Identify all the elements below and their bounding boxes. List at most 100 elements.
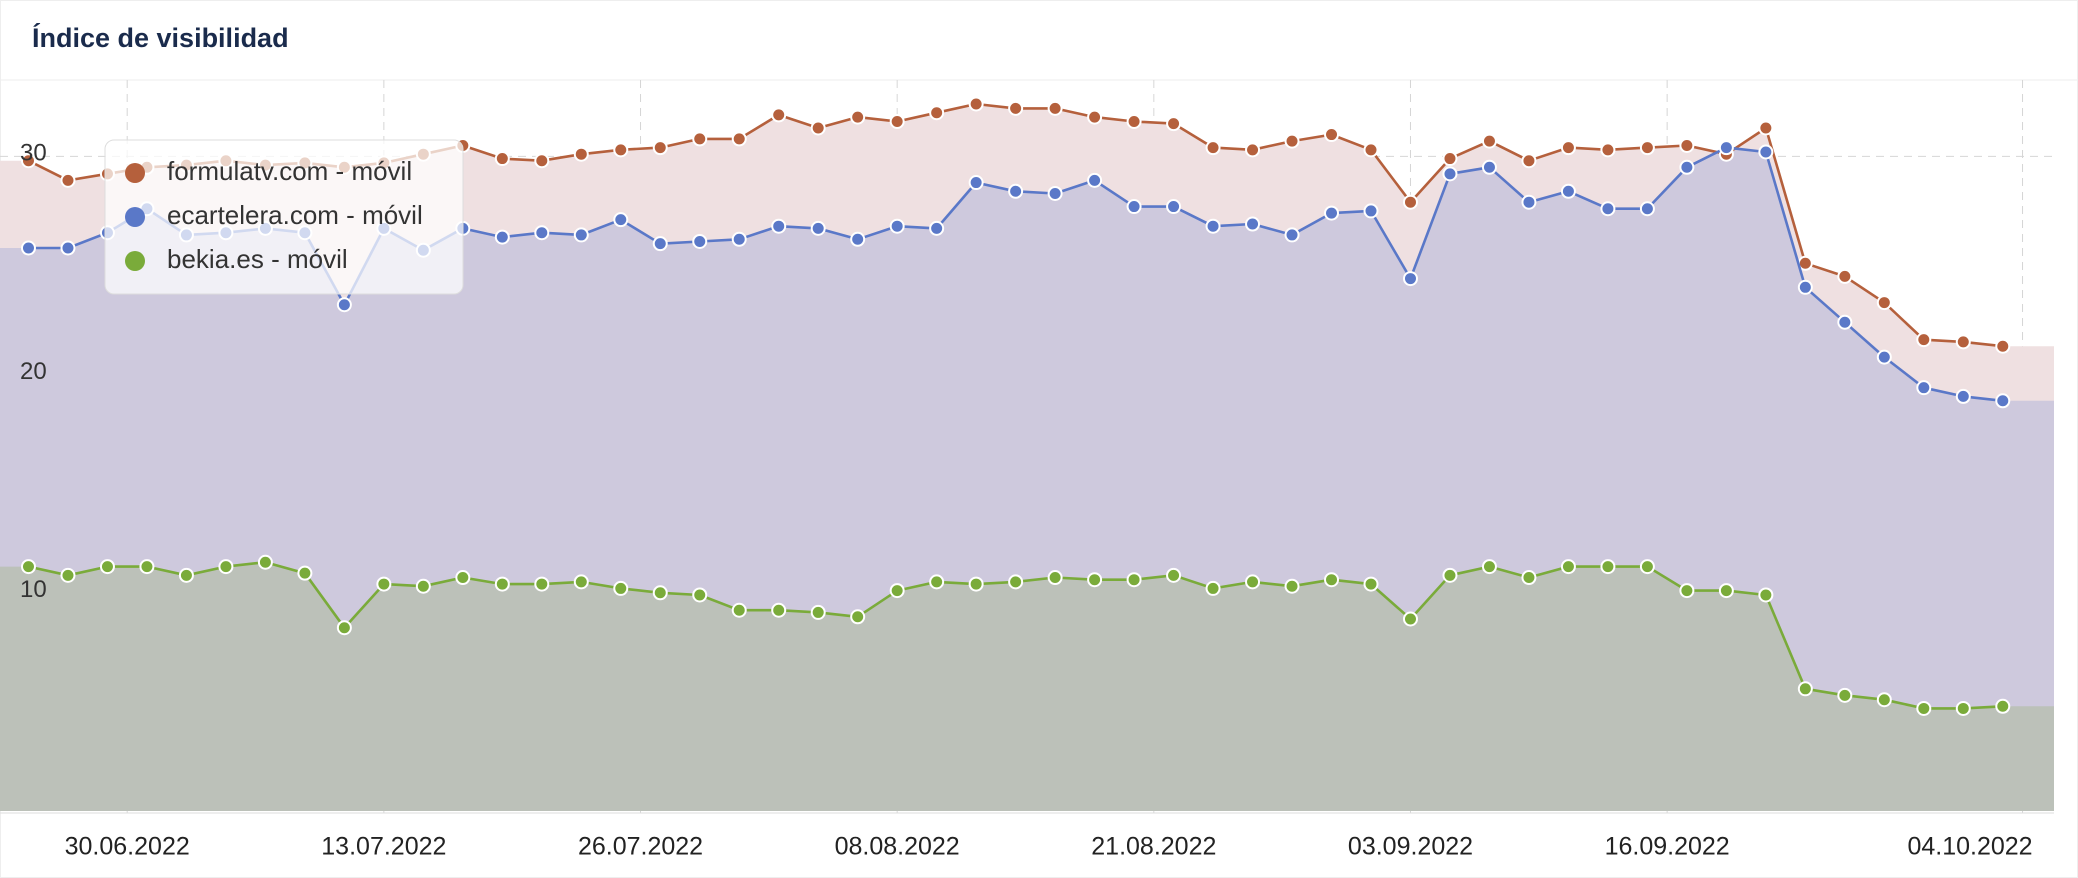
point [1205,580,1221,596]
point [1916,700,1932,716]
point [850,609,866,625]
point [1402,194,1418,210]
point [534,576,550,592]
point [889,113,905,129]
x-tick-label: 30.06.2022 [65,833,190,861]
point [139,559,155,575]
point [1008,183,1024,199]
point [1797,681,1813,697]
point [297,565,313,581]
point [692,131,708,147]
point [1876,692,1892,708]
point [573,574,589,590]
point [1639,201,1655,217]
point [1718,583,1734,599]
y-tick-label: 20 [20,358,47,385]
point [850,109,866,125]
point [1679,137,1695,153]
area [0,562,2054,811]
point [573,227,589,243]
legend-label: ecartelera.com - móvil [167,200,423,230]
point [60,240,76,256]
point [1955,334,1971,350]
point [1521,153,1537,169]
point [1916,332,1932,348]
point [1758,120,1774,136]
legend-marker [125,207,145,227]
point [968,175,984,191]
point [1324,572,1340,588]
point [1442,151,1458,167]
point [1166,567,1182,583]
point [1324,205,1340,221]
point [534,153,550,169]
point [455,570,471,586]
point [1284,133,1300,149]
point [1047,100,1063,116]
point [1481,159,1497,175]
point [731,231,747,247]
point [1521,570,1537,586]
point [771,602,787,618]
legend-label: formulatv.com - móvil [167,156,412,186]
point [1008,574,1024,590]
point [1245,574,1261,590]
point [178,567,194,583]
point [415,578,431,594]
point [692,587,708,603]
point [1008,100,1024,116]
point [810,120,826,136]
point [1797,279,1813,295]
point [1837,314,1853,330]
x-tick-label: 04.10.2022 [1907,833,2032,861]
point [1995,393,2011,409]
point [652,585,668,601]
x-tick-label: 03.09.2022 [1348,833,1473,861]
point [1205,218,1221,234]
point [1402,611,1418,627]
point [1600,201,1616,217]
point [218,559,234,575]
point [1521,194,1537,210]
point [1205,140,1221,156]
point [1363,576,1379,592]
point [1245,216,1261,232]
point [1560,140,1576,156]
legend-label: bekia.es - móvil [167,244,348,274]
point [1718,140,1734,156]
point [1837,687,1853,703]
point [60,567,76,583]
point [968,96,984,112]
point [1126,199,1142,215]
point [613,580,629,596]
point [889,218,905,234]
point [376,576,392,592]
point [1087,172,1103,188]
point [1916,380,1932,396]
point [1284,227,1300,243]
point [1876,349,1892,365]
point [1639,559,1655,575]
point [1047,570,1063,586]
point [1679,583,1695,599]
point [494,576,510,592]
point [336,620,352,636]
point [1758,587,1774,603]
point [1284,578,1300,594]
point [20,240,36,256]
point [1126,572,1142,588]
point [1363,203,1379,219]
point [1837,268,1853,284]
point [1245,142,1261,158]
point [494,229,510,245]
point [889,583,905,599]
point [1995,338,2011,354]
x-tick-label: 21.08.2022 [1091,833,1216,861]
point [336,297,352,313]
point [968,576,984,592]
point [613,142,629,158]
legend-marker [125,163,145,183]
point [1087,109,1103,125]
point [1481,133,1497,149]
